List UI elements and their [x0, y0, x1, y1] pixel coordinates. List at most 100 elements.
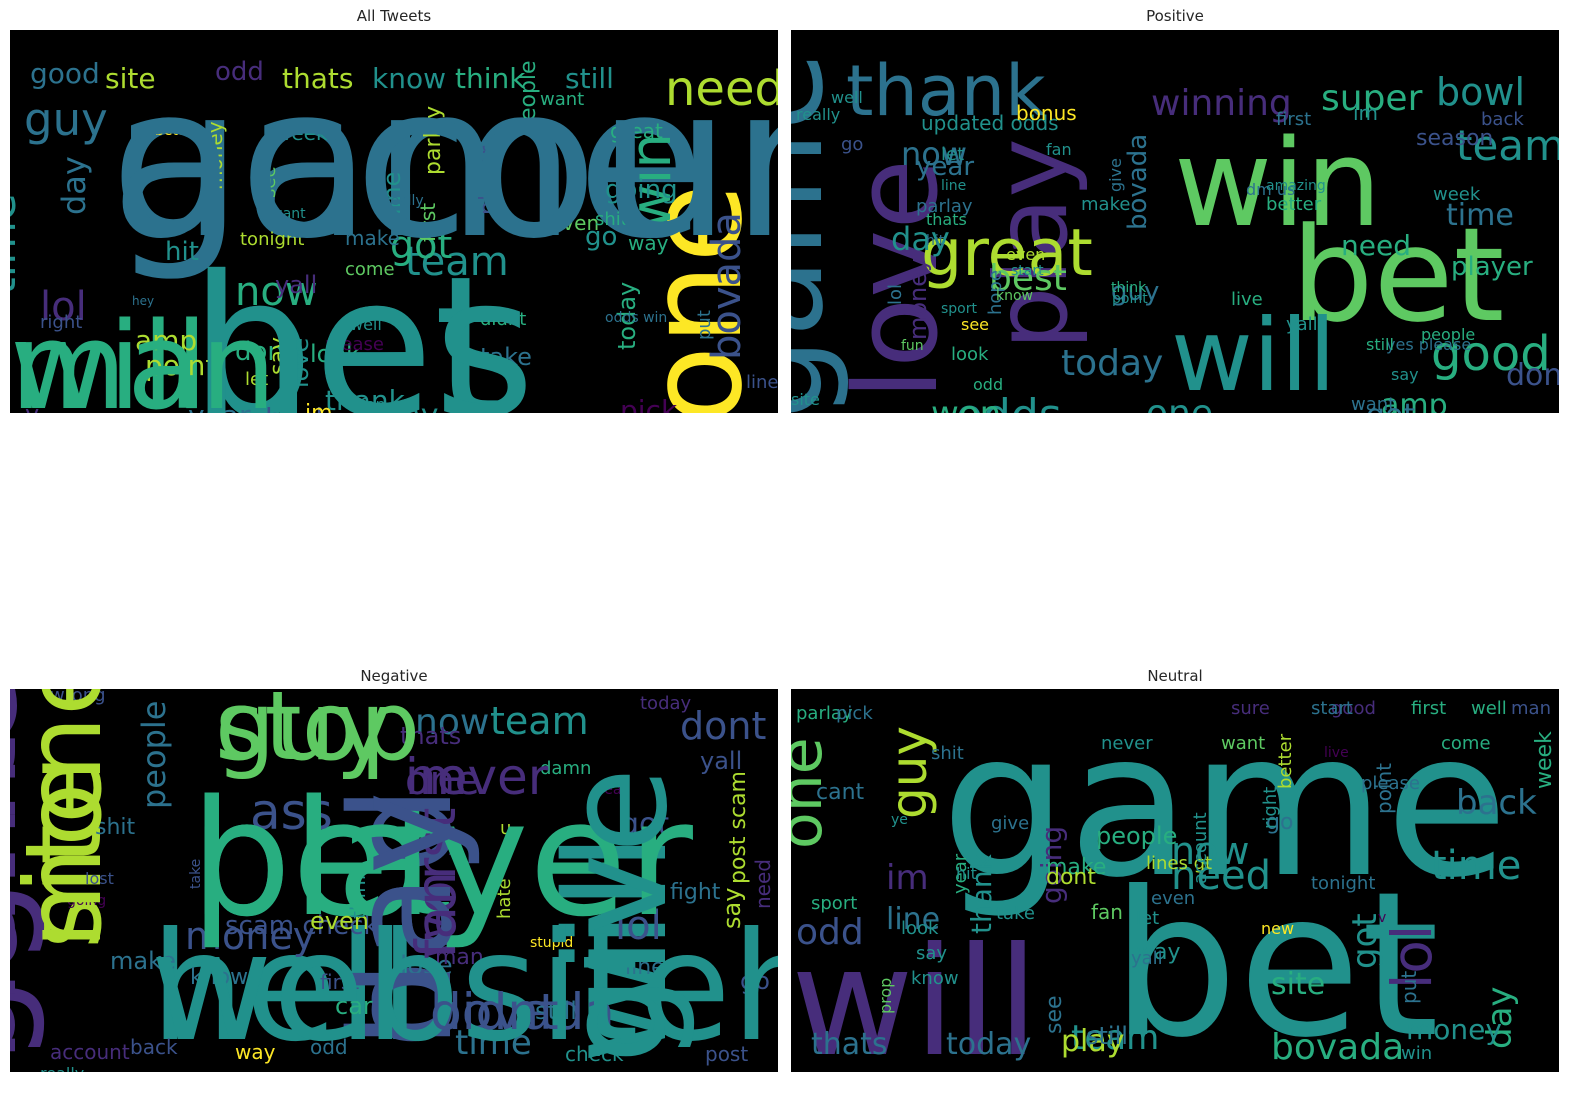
word-3-15: back: [1456, 783, 1537, 823]
word-3-64: sport: [811, 893, 857, 914]
word-1-59: dm us: [1246, 180, 1295, 199]
word-0-37: hit: [165, 237, 199, 267]
word-1-48: see: [961, 315, 989, 334]
word-2-33: make: [110, 947, 176, 975]
word-1-57: well: [831, 88, 863, 107]
word-3-11: im: [886, 858, 929, 898]
word-2-61: money: [10, 689, 125, 949]
word-1-22: amp: [1381, 388, 1448, 413]
word-0-26: pick: [620, 394, 678, 413]
word-2-26: say: [718, 888, 746, 929]
word-3-60: better: [1275, 733, 1296, 789]
word-3-43: know: [911, 968, 959, 989]
word-2-40: post: [705, 1042, 748, 1066]
word-2-16: lol: [615, 903, 662, 949]
word-0-72: man: [10, 298, 276, 413]
word-0-54: please: [325, 334, 384, 355]
word-2-28: fight: [670, 880, 721, 905]
word-0-31: dont: [235, 337, 294, 367]
word-1-40: let: [941, 144, 964, 165]
word-3-21: line: [886, 902, 940, 937]
word-0-57: put: [694, 310, 715, 340]
word-2-8: worst: [404, 808, 468, 959]
word-0-5: win: [619, 133, 684, 230]
word-0-68: odds win: [605, 310, 667, 326]
word-3-42: look: [901, 918, 939, 939]
word-1-47: yes please: [1386, 335, 1471, 354]
word-0-11: lol: [40, 284, 87, 330]
word-3-44: say: [916, 943, 947, 964]
word-2-49: u: [500, 818, 511, 839]
word-2-31: cant: [335, 992, 388, 1020]
word-3-68: ye: [891, 812, 908, 828]
word-3-35: put: [1397, 971, 1421, 1004]
word-1-23: got: [1366, 398, 1415, 413]
word-0-48: way: [628, 231, 669, 255]
word-3-0: game: [941, 689, 1508, 922]
word-1-42: go: [841, 134, 863, 155]
word-1-51: say: [1391, 365, 1419, 384]
word-2-52: stupid: [530, 935, 573, 951]
word-1-39: lol: [885, 284, 906, 305]
word-0-6: now: [235, 269, 318, 315]
word-1-4: play: [973, 138, 1090, 350]
word-1-44: week: [1433, 184, 1481, 205]
word-1-5: game: [791, 51, 852, 413]
word-1-6: thank: [846, 50, 1046, 132]
word-3-5: lol: [1380, 925, 1444, 989]
word-2-0: bet: [190, 765, 453, 952]
word-3-17: today: [946, 1027, 1031, 1062]
word-3-19: site: [1271, 967, 1325, 1002]
word-0-14: site: [105, 62, 156, 95]
word-0-63: well: [350, 315, 382, 334]
wordcloud-negative: bet bad game hell will site guy bovada worst im as…: [10, 689, 778, 1072]
word-1-31: better: [1266, 194, 1322, 215]
word-2-22: got: [620, 807, 669, 842]
word-2-36: odd: [310, 1035, 348, 1059]
word-2-42: man: [435, 945, 484, 970]
word-0-24: go: [585, 222, 617, 252]
word-0-52: tonight: [240, 229, 304, 250]
word-2-56: player: [190, 765, 693, 952]
word-2-39: check: [565, 1042, 624, 1066]
word-1-65: hit: [926, 233, 945, 249]
word-0-13: good: [30, 57, 100, 90]
word-2-48: damn: [540, 758, 591, 779]
word-1-62: give: [1106, 158, 1125, 192]
word-0-59: didnt: [480, 309, 526, 330]
word-0-7: time: [10, 193, 26, 295]
word-1-61: odd: [973, 375, 1003, 394]
word-1-21: guy: [1111, 277, 1159, 307]
word-0-18: still: [565, 62, 614, 95]
word-2-20: yall: [700, 747, 742, 775]
word-0-61: fan: [360, 395, 386, 413]
word-2-60: give: [536, 767, 699, 1064]
word-1-68: start: [1011, 263, 1044, 279]
word-0-32: im: [305, 401, 333, 413]
word-1-24: dont: [1506, 358, 1559, 393]
word-0-42: line: [378, 172, 406, 215]
word-1-66: sport: [941, 301, 978, 317]
word-3-28: dont: [1046, 865, 1096, 890]
word-0-38: take: [480, 343, 532, 371]
word-3-27: go: [1266, 810, 1293, 835]
word-1-25: need: [1341, 229, 1411, 262]
word-3-52: man: [1511, 698, 1551, 719]
word-1-9: team: [1456, 121, 1559, 170]
word-1-8: good: [1431, 326, 1551, 382]
word-2-38: account: [50, 1040, 130, 1064]
word-3-8: now: [1171, 829, 1249, 873]
word-0-43: parlay: [421, 106, 446, 175]
word-2-3: hell: [150, 901, 421, 1072]
word-2-21: go: [740, 967, 770, 995]
word-0-40: say: [266, 337, 291, 375]
panel-title-all-tweets: All Tweets: [356, 7, 432, 25]
word-0-3: one: [619, 183, 771, 413]
wordcloud-all-tweets: game bet will one need win now time team got guy lo…: [10, 30, 778, 413]
word-0-20: odd: [215, 57, 264, 87]
word-2-34: know: [190, 965, 248, 990]
word-2-65: never: [405, 748, 549, 806]
word-2-35: back: [130, 1035, 178, 1059]
